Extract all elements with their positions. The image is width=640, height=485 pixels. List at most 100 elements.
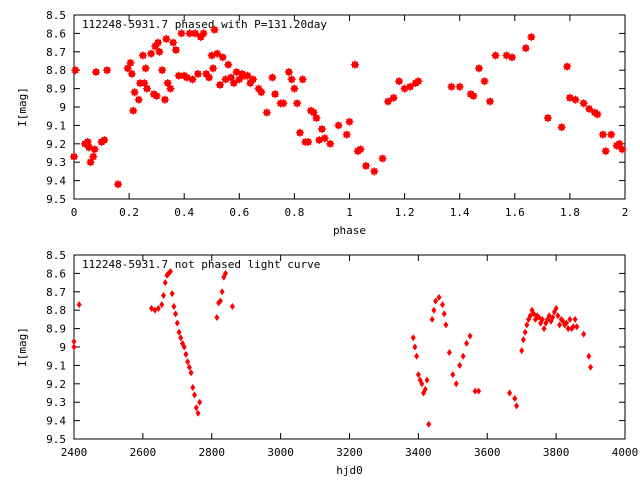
panel-2-x-tick-label: 3000: [267, 446, 294, 459]
panel-1-data-point-cross: [474, 64, 483, 73]
panel-1-x-tick-label: 1.2: [395, 206, 415, 219]
panel-1-data-point-cross: [312, 114, 321, 123]
panel-1-data-point-cross: [155, 47, 164, 56]
panel-1-data-point-cross: [134, 95, 143, 104]
panel-1-data-point-cross: [406, 82, 415, 91]
panel-1-data-point-cross: [138, 51, 147, 60]
panel-2-chart-title: 112248-5931.7 not phased light curve: [82, 258, 320, 271]
panel-2-data-point: [436, 293, 442, 301]
panel-2-data-point: [174, 319, 180, 327]
panel-1-data-point-cross: [279, 99, 288, 108]
panel-1-data-point-cross: [290, 84, 299, 93]
panel-1-x-tick-label: 0.6: [229, 206, 249, 219]
panel-1-data-point-cross: [262, 108, 271, 117]
panel-2-data-point: [524, 321, 530, 329]
panel-1-y-tick-label: 9.3: [46, 156, 66, 169]
panel-2-x-tick-label: 3600: [474, 446, 501, 459]
panel-1-x-tick-label: 2: [622, 206, 629, 219]
panel-2-data-point: [176, 328, 182, 336]
panel-2-y-tick-label: 8.8: [46, 304, 66, 317]
panel-2-data-point: [522, 328, 528, 336]
panel-1-data-point-cross: [199, 29, 208, 38]
panel-1-data-point-cross: [298, 75, 307, 84]
panel-1-data-point-cross: [598, 130, 607, 139]
panel-2-data-point: [588, 363, 594, 371]
panel-1-data-point-cross: [257, 88, 266, 97]
panel-1-data-point-cross: [249, 75, 258, 84]
panel-1-data-point-cross: [210, 25, 219, 34]
panel-1-data-point-cross: [213, 49, 222, 58]
panel-2-data-point: [183, 350, 189, 358]
panel-1-data-point-cross: [618, 145, 627, 154]
panel-2-data-point: [453, 380, 459, 388]
panel-2-data-point: [541, 325, 547, 333]
panel-1-data-point-cross: [480, 77, 489, 86]
panel-2-x-tick-label: 4000: [612, 446, 639, 459]
panel-1-data-point-cross: [177, 29, 186, 38]
panel-2-data-point: [439, 301, 445, 309]
panel-1-data-point-cross: [521, 44, 530, 53]
panel-2-data-point: [519, 347, 525, 355]
panel-1-data-point-cross: [389, 93, 398, 102]
panel-1-data-point-cross: [100, 136, 109, 145]
panel-1-data-point-cross: [166, 84, 175, 93]
panel-2-data-point: [171, 303, 177, 311]
panel-1-data-point-cross: [414, 77, 423, 86]
panel-2-x-tick-label: 2400: [61, 446, 88, 459]
panel-2-data-point: [441, 310, 447, 318]
panel-2-x-tick-label: 3400: [405, 446, 432, 459]
panel-1-y-tick-label: 8.7: [46, 46, 66, 59]
panel-1-data-point-cross: [326, 139, 335, 148]
panel-2-y-tick-label: 9.3: [46, 396, 66, 409]
panel-1-data-point-cross: [71, 66, 80, 75]
panel-2-data-point: [185, 358, 191, 366]
panel-2-data-point: [214, 314, 220, 322]
panel-1-x-tick-label: 1.6: [505, 206, 525, 219]
panel-2-y-tick-label: 9: [59, 341, 66, 354]
panel-1-data-point-cross: [563, 62, 572, 71]
panel-2-data-point: [433, 297, 439, 305]
panel-2-data-point: [71, 343, 77, 351]
panel-2-data-point: [161, 291, 167, 299]
panel-1-data-point-cross: [469, 91, 478, 100]
panel-2-x-tick-label: 2600: [130, 446, 157, 459]
panel-1-data-point-cross: [218, 53, 227, 62]
panel-1-data-point-cross: [70, 152, 78, 161]
panel-2-data-point: [443, 321, 449, 329]
panel-1-data-point-cross: [169, 38, 178, 47]
panel-1-data-point-cross: [204, 73, 213, 82]
panel-1-data-point-cross: [486, 97, 495, 106]
panel-1-data-point-cross: [90, 145, 99, 154]
panel-2-data-point: [181, 343, 187, 351]
panel-2-data-point: [415, 371, 421, 379]
panel-2-data-point: [192, 391, 198, 399]
panel-2-x-tick-label: 3800: [543, 446, 570, 459]
panel-1-data-point-cross: [362, 161, 371, 170]
panel-2-data-point: [574, 323, 580, 331]
panel-2-data-point: [169, 290, 175, 298]
panel-2-data-point: [414, 352, 420, 360]
panel-2-data-point: [450, 371, 456, 379]
panel-1-data-point-cross: [585, 104, 594, 113]
panel-1-data-point-cross: [216, 80, 225, 89]
panel-2-data-point: [223, 269, 229, 277]
panel-2-data-point: [162, 279, 168, 287]
panel-1-y-tick-label: 9: [59, 101, 66, 114]
panel-1-data-point-cross: [287, 75, 296, 84]
panel-2-data-point: [71, 337, 77, 345]
panel-1-data-point-cross: [447, 82, 456, 91]
panel-2-data-point: [472, 387, 478, 395]
panel-1-data-point-cross: [224, 60, 233, 69]
panel-2-data-point: [476, 387, 482, 395]
panel-2-data-point: [229, 303, 235, 311]
panel-1-x-tick-label: 1.4: [450, 206, 470, 219]
panel-1-data-point-cross: [229, 79, 238, 88]
panel-1-data-point-cross: [557, 123, 566, 132]
panel-2-y-tick-label: 9.1: [46, 359, 66, 372]
panel-2-data-point: [197, 398, 203, 406]
panel-1-y-tick-label: 9.1: [46, 119, 66, 132]
panel-1-data-point-cross: [384, 97, 393, 106]
panel-1-y-tick-label: 8.5: [46, 9, 66, 22]
panel-1-data-point-cross: [342, 130, 351, 139]
